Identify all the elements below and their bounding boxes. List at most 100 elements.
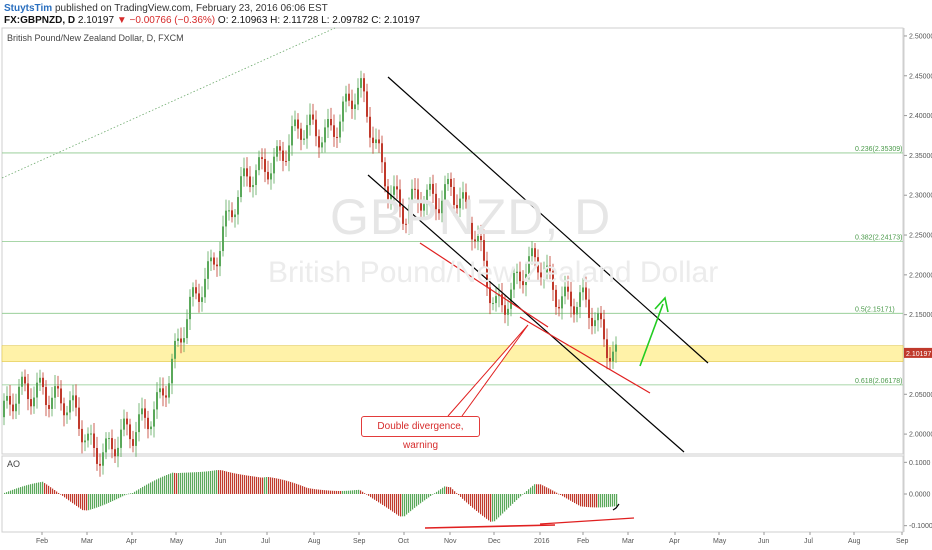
ao-bar (100, 494, 102, 507)
ao-bar (516, 494, 518, 501)
candle-body (75, 395, 77, 408)
ao-bar (208, 471, 210, 494)
fib-level-label: 0.5(2.15171) (855, 306, 895, 313)
ao-bar (190, 472, 192, 494)
ao-bar (596, 494, 598, 508)
ao-bar (304, 486, 306, 494)
candle-body (360, 78, 362, 88)
candle-body (519, 271, 521, 282)
ao-bar (380, 494, 382, 504)
ao-bar (226, 471, 228, 494)
ao-bar (586, 494, 588, 507)
ao-bar (402, 494, 404, 517)
ao-bar (182, 472, 184, 494)
candle-body (561, 296, 563, 309)
candle-body (162, 388, 164, 396)
ao-bar (286, 480, 288, 494)
ao-bar (398, 494, 400, 516)
fib-level-label: 0.236(2.35309) (855, 146, 902, 153)
ao-bar (254, 476, 256, 494)
ao-bar (172, 472, 174, 494)
x-tick-label: Nov (444, 538, 457, 545)
ao-bar (114, 494, 116, 501)
ao-bar (274, 478, 276, 494)
divergence-line-1 (419, 242, 549, 328)
ao-bar (160, 477, 162, 494)
ao-marker-icon (612, 503, 620, 511)
candle-body (69, 400, 71, 413)
ao-bar (492, 494, 494, 522)
candle-body (507, 308, 509, 315)
candle-body (141, 408, 143, 415)
ao-bar (124, 494, 126, 496)
ao-bar (396, 494, 398, 515)
ao-bar (22, 486, 24, 494)
ao-bar (78, 494, 80, 508)
ao-bar (330, 490, 332, 494)
ao-bar (414, 494, 416, 508)
ao-bar (374, 494, 376, 500)
main-pane-frame (1, 27, 904, 455)
x-tick-label: Sep (896, 538, 909, 545)
candle-body (129, 424, 131, 440)
ao-bar (118, 494, 120, 499)
ao-bar (384, 494, 386, 507)
ao-bar (150, 482, 152, 494)
ao-bar (534, 484, 536, 494)
ao-bar (422, 494, 424, 502)
candle-body (540, 272, 542, 278)
candle-body (300, 128, 302, 140)
candle-body (474, 239, 476, 242)
ao-bar (180, 472, 182, 494)
x-tick-label: Oct (398, 538, 409, 545)
ao-bar (420, 494, 422, 504)
ao-bar (394, 494, 396, 513)
ao-bar (34, 483, 36, 494)
ao-bar (344, 490, 346, 494)
ao-bar (168, 474, 170, 494)
candle-body (390, 194, 392, 199)
candle-body (6, 395, 8, 401)
candle-body (12, 404, 14, 412)
ao-bar (10, 490, 12, 494)
candle-body (315, 119, 317, 137)
ao-bar (214, 470, 216, 494)
ao-bar (580, 494, 582, 507)
ao-bar (6, 492, 8, 494)
indicator-title: AO (7, 459, 21, 469)
ao-bar (76, 494, 78, 506)
candle-body (567, 286, 569, 292)
candle-body (612, 351, 614, 362)
author-name[interactable]: StuytsTim (4, 3, 53, 14)
candle-body (357, 87, 359, 105)
candle-body (522, 281, 524, 286)
symbol-label[interactable]: FX:GBPNZD, D (4, 15, 76, 26)
annotation-label[interactable]: Double divergence, warning (361, 416, 480, 451)
candle-body (9, 395, 11, 405)
candle-body (78, 407, 80, 429)
candle-body (516, 271, 518, 274)
ao-bar (404, 494, 406, 517)
ao-bar (360, 490, 362, 494)
candle-body (276, 146, 278, 157)
candle-body (117, 447, 119, 457)
ao-bar (482, 494, 484, 516)
ao-bar (194, 472, 196, 494)
candle-body (453, 186, 455, 205)
candle-body (126, 418, 128, 425)
y-tick-label: 2.25000 (909, 233, 932, 240)
x-tick-label: Dec (488, 538, 501, 545)
ao-bar (346, 490, 348, 494)
ao-bar (126, 494, 128, 495)
ao-bar (348, 490, 350, 494)
ao-bar (500, 494, 502, 516)
ao-bar (428, 494, 430, 498)
ao-bar (146, 484, 148, 494)
ao-divergence-line-1 (424, 524, 556, 529)
candle-body (87, 433, 89, 441)
ao-bar (278, 478, 280, 494)
ao-bar (376, 494, 378, 502)
ao-bar (50, 487, 52, 494)
ao-bar (272, 477, 274, 494)
